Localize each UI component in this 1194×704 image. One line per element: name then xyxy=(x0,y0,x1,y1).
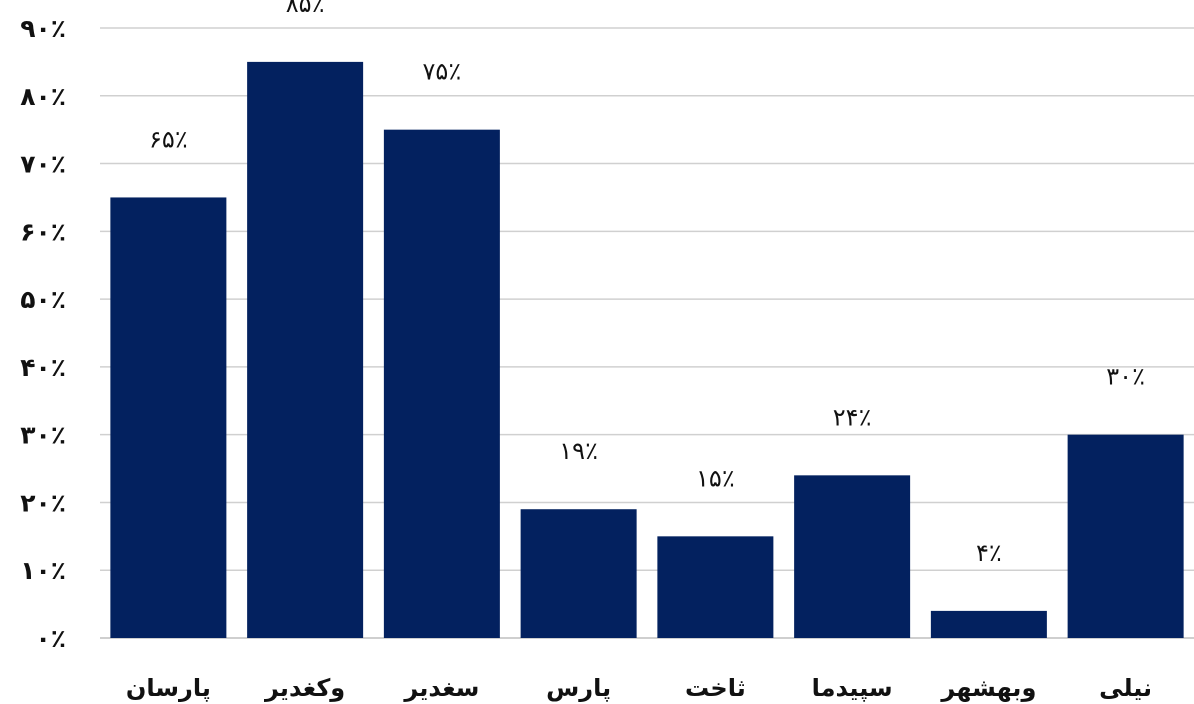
x-tick-label: سپیدما xyxy=(812,674,893,702)
x-axis-ticks: پارسان وکغدیر سغدیر پارس ثاخت سپیدما وبهشهر نیل… xyxy=(126,674,1152,702)
y-tick-label: ۱۰٪ xyxy=(20,556,66,585)
data-labels: ۶۵٪ ۸۵٪ ۷۵٪ ۱۹٪ ۱۵٪ ۲۴٪ ۴٪ ۳۰٪ xyxy=(149,0,1145,567)
data-label: ۳۰٪ xyxy=(1106,363,1145,391)
y-axis-ticks: ۰٪ ۱۰٪ ۲۰٪ ۳۰٪ ۴۰٪ ۵۰٪ ۶۰٪ ۷۰٪ ۸۰٪ ۹۰٪ xyxy=(20,14,66,653)
y-tick-label: ۵۰٪ xyxy=(20,285,66,314)
x-tick-label: ثاخت xyxy=(685,674,746,702)
bar xyxy=(930,610,1047,638)
bar xyxy=(110,197,227,638)
y-tick-label: ۰٪ xyxy=(35,624,66,653)
bar xyxy=(794,475,911,638)
data-label: ۱۵٪ xyxy=(696,464,735,492)
data-label: ۶۵٪ xyxy=(149,125,188,153)
bar xyxy=(383,129,500,638)
y-tick-label: ۴۰٪ xyxy=(20,353,66,382)
data-label: ۱۹٪ xyxy=(559,437,598,465)
y-tick-label: ۳۰٪ xyxy=(20,421,66,450)
data-label: ۷۵٪ xyxy=(423,58,462,86)
data-label: ۲۴٪ xyxy=(833,403,872,431)
x-tick-label: پارس xyxy=(546,674,611,702)
x-tick-label: پارسان xyxy=(126,674,211,702)
y-tick-label: ۲۰٪ xyxy=(20,488,66,517)
x-tick-label: نیلی xyxy=(1099,674,1152,702)
bar xyxy=(1067,434,1184,638)
bar xyxy=(657,536,774,638)
y-tick-label: ۷۰٪ xyxy=(20,150,66,179)
x-tick-label: سغدیر xyxy=(403,674,479,702)
y-tick-label: ۶۰٪ xyxy=(20,217,66,246)
x-tick-label: وکغدیر xyxy=(264,674,345,702)
x-tick-label: وبهشهر xyxy=(940,674,1036,702)
bars xyxy=(110,61,1184,638)
y-tick-label: ۸۰٪ xyxy=(20,82,66,111)
y-tick-label: ۹۰٪ xyxy=(20,14,66,43)
bar xyxy=(247,61,364,638)
bar xyxy=(520,509,637,638)
data-label: ۸۵٪ xyxy=(286,0,325,18)
data-label: ۴٪ xyxy=(976,539,1002,567)
